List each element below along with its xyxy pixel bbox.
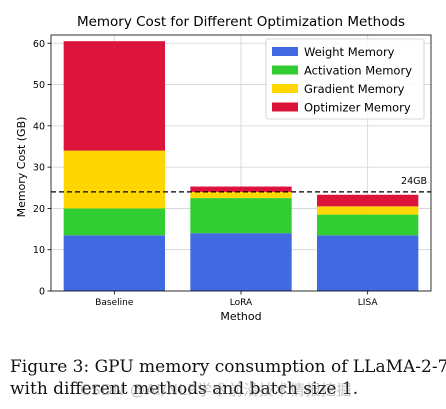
y-tick-label: 60 (33, 39, 45, 50)
bar-activation-memory-lora (190, 198, 292, 234)
y-tick-label: 50 (33, 80, 45, 91)
legend-label: Activation Memory (304, 64, 412, 78)
x-tick-label-lora: LoRA (230, 298, 253, 308)
bar-gradient-memory-lisa (317, 206, 419, 215)
y-tick-label: 40 (33, 121, 45, 132)
y-tick-label: 10 (33, 245, 45, 256)
caption-line-2: with different methods and batch size 1. (10, 379, 359, 399)
bar-weight-memory-baseline (63, 235, 165, 291)
chart-title: Memory Cost for Different Optimization M… (77, 14, 405, 30)
legend-box (265, 38, 425, 120)
x-tick-label-baseline: Baseline (95, 298, 134, 308)
legend-swatch (272, 47, 298, 56)
bar-optimizer-memory-baseline (63, 41, 165, 151)
y-axis-label: Memory Cost (GB) (15, 117, 28, 218)
bar-gradient-memory-lora (190, 191, 292, 199)
bar-activation-memory-baseline (63, 208, 165, 236)
legend-label: Gradient Memory (304, 82, 405, 96)
bar-gradient-memory-baseline (63, 150, 165, 209)
y-tick-label: 30 (33, 163, 45, 174)
legend-swatch (272, 65, 298, 75)
caption-line-1: Figure 3: GPU memory consumption of LLaM… (10, 357, 446, 377)
reference-line-label: 24GB (401, 176, 427, 187)
y-tick-label: 0 (39, 287, 45, 298)
legend-label: Optimizer Memory (304, 101, 411, 115)
stacked-bar-chart: Memory Cost for Different Optimization M… (15, 14, 432, 323)
bar-weight-memory-lora (190, 233, 292, 291)
watermark-text: CSDN @AI/NLP学术前沿技术情报挖掘 (80, 381, 352, 399)
legend-label: Weight Memory (304, 45, 395, 59)
bar-optimizer-memory-lisa (317, 194, 419, 207)
legend-swatch (272, 84, 298, 93)
legend-swatch (272, 102, 298, 112)
y-tick-label: 20 (33, 204, 45, 215)
x-axis-label: Method (220, 310, 261, 323)
figure-caption: Figure 3: GPU memory consumption of LLaM… (10, 356, 446, 400)
x-tick-label-lisa: LISA (358, 298, 379, 308)
bar-activation-memory-lisa (317, 214, 419, 236)
bar-weight-memory-lisa (317, 235, 419, 291)
bar-optimizer-memory-lora (190, 186, 292, 192)
